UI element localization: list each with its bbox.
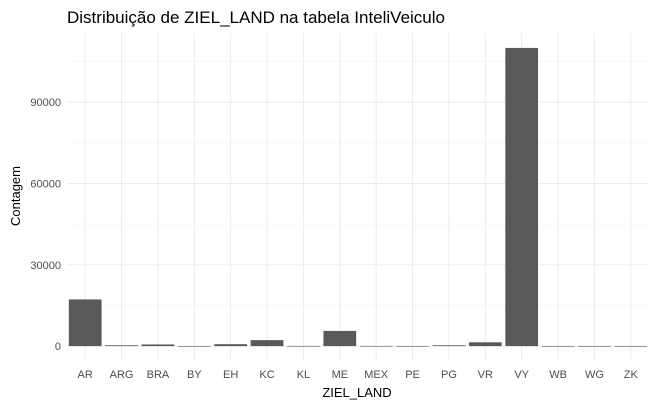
x-tick-label: MEX xyxy=(364,369,389,381)
bars xyxy=(68,47,648,347)
x-tick-label: WG xyxy=(585,369,604,381)
grid-lines xyxy=(67,33,649,361)
x-tick-label: WB xyxy=(549,369,567,381)
bar xyxy=(250,340,284,347)
bar xyxy=(177,346,211,347)
bar xyxy=(541,346,575,347)
x-tick-label: PE xyxy=(405,369,420,381)
bar xyxy=(214,344,248,347)
y-tick-label: 30000 xyxy=(30,260,61,272)
bar xyxy=(105,345,138,347)
x-tick-label: BY xyxy=(187,369,202,381)
bar xyxy=(287,345,320,347)
y-axis-title: Contagem xyxy=(8,166,23,226)
x-tick-label: EH xyxy=(223,369,238,381)
bar xyxy=(505,47,539,347)
chart-title: Distribuição de ZIEL_LAND na tabela Inte… xyxy=(67,8,445,27)
x-axis-title: ZIEL_LAND xyxy=(322,385,391,400)
bar xyxy=(578,346,611,347)
bar xyxy=(68,299,102,347)
x-tick-label: KC xyxy=(259,369,274,381)
bar xyxy=(141,344,175,347)
x-tick-label: KL xyxy=(297,369,310,381)
x-tick-labels: AR ARG BRA BY EH KC KL ME MEX PE PG VR VY WB WG ZK xyxy=(78,369,639,381)
x-tick-label: AR xyxy=(78,369,93,381)
x-tick-label: ME xyxy=(332,369,349,381)
bar xyxy=(614,346,648,347)
bar xyxy=(468,342,502,347)
bar xyxy=(396,346,429,347)
bar xyxy=(432,345,466,347)
y-tick-label: 60000 xyxy=(30,178,61,190)
x-tick-label: ARG xyxy=(110,369,134,381)
bar xyxy=(323,330,357,347)
y-tick-label: 90000 xyxy=(30,97,61,109)
x-tick-label: BRA xyxy=(147,369,170,381)
bar xyxy=(359,345,393,347)
x-tick-label: ZK xyxy=(624,369,639,381)
x-tick-label: VY xyxy=(514,369,529,381)
x-tick-label: PG xyxy=(441,369,457,381)
x-tick-label: VR xyxy=(478,369,493,381)
y-tick-labels: 0 30000 60000 90000 xyxy=(30,97,61,353)
y-tick-label: 0 xyxy=(55,341,61,353)
